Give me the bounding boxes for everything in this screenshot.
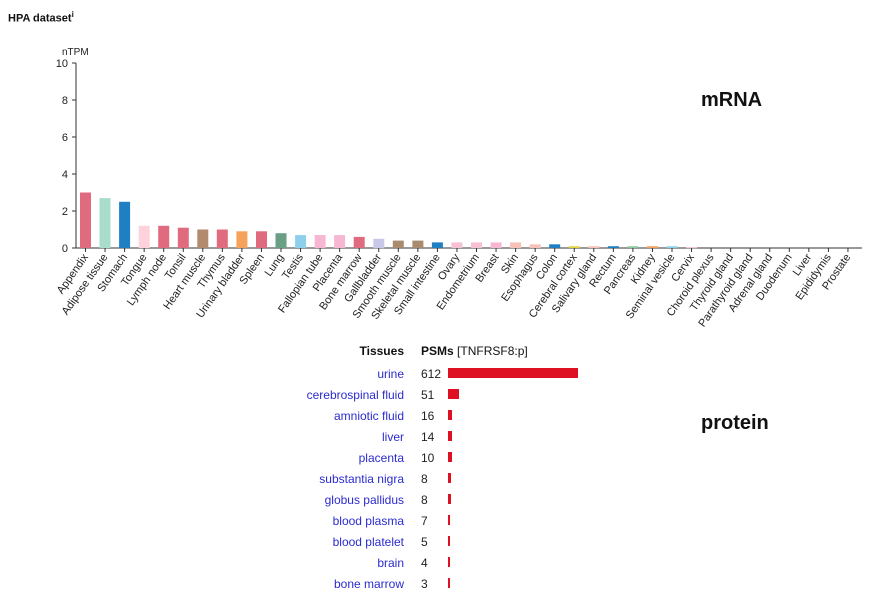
psm-bar	[448, 536, 450, 546]
psm-bar	[448, 410, 452, 420]
bar-adipose-tissue[interactable]	[99, 198, 111, 248]
protein-row: brain 4	[0, 553, 887, 574]
bar-tongue[interactable]	[138, 225, 150, 248]
dataset-title-text: HPA dataset	[8, 12, 72, 25]
protein-row: globus pallidus 8	[0, 490, 887, 511]
y-axis: 0 2 4 6 8 10	[56, 58, 862, 255]
psms-column-header: PSMs [TNFRSF8:p]	[421, 344, 528, 358]
psm-value: 10	[421, 451, 435, 465]
y-tick-label: 2	[62, 206, 68, 218]
bar-tonsil[interactable]	[177, 227, 189, 248]
psm-value: 8	[421, 493, 428, 507]
tissue-link[interactable]: blood plasma	[332, 514, 404, 528]
protein-row: substantia nigra 8	[0, 469, 887, 490]
bar-pancreas[interactable]	[627, 246, 639, 248]
bar-gallbladder[interactable]	[373, 238, 385, 249]
bar-thymus[interactable]	[216, 229, 228, 249]
mrna-label: mRNA	[701, 89, 763, 111]
bar-spleen[interactable]	[256, 231, 267, 248]
y-tick-label: 4	[62, 169, 68, 181]
psm-value: 612	[421, 367, 442, 381]
dataset-title: HPA dataseti	[8, 10, 74, 25]
y-tick-label: 8	[62, 95, 68, 107]
protein-row: urine 612	[0, 364, 887, 385]
psm-bar	[448, 431, 452, 441]
psm-bar	[448, 557, 450, 567]
psm-bar	[448, 578, 450, 588]
bar-testis[interactable]	[295, 235, 307, 248]
psms-header-text: PSMs	[421, 344, 454, 358]
protein-row: liver 14	[0, 427, 887, 448]
psm-bar	[448, 452, 452, 462]
psm-value: 5	[421, 535, 428, 549]
info-icon[interactable]: i	[71, 10, 74, 19]
protein-row: blood platelet 5	[0, 532, 887, 553]
tissue-link[interactable]: cerebrospinal fluid	[306, 388, 404, 402]
bar-smooth-muscle[interactable]	[392, 240, 404, 248]
tissue-link[interactable]: urine	[377, 367, 404, 381]
bar-appendix[interactable]	[80, 192, 91, 249]
tissue-link[interactable]: substantia nigra	[319, 472, 404, 486]
bar-endometrium[interactable]	[471, 242, 482, 248]
psm-bar	[448, 515, 450, 525]
tissue-link[interactable]: placenta	[358, 451, 404, 465]
protein-row: blood plasma 7	[0, 511, 887, 532]
protein-row: amniotic fluid 16	[0, 406, 887, 427]
protein-row: placenta 10	[0, 448, 887, 469]
bars-group	[80, 192, 698, 249]
psm-value: 4	[421, 556, 428, 570]
bar-heart-muscle[interactable]	[197, 229, 209, 249]
protein-row: cerebrospinal fluid 51	[0, 385, 887, 406]
psm-value: 51	[421, 388, 435, 402]
bar-skeletal-muscle[interactable]	[412, 240, 424, 248]
bar-placenta[interactable]	[334, 235, 346, 248]
psm-value: 3	[421, 577, 428, 591]
bar-stomach[interactable]	[119, 201, 131, 249]
bar-ovary[interactable]	[451, 242, 463, 248]
tissue-link[interactable]: brain	[377, 556, 404, 570]
psm-bar	[448, 473, 451, 483]
protein-label: protein	[701, 412, 769, 434]
y-tick-label: 10	[56, 58, 68, 70]
protein-row: bone marrow 3	[0, 574, 887, 595]
bar-colon[interactable]	[549, 244, 561, 248]
tissue-link[interactable]: blood platelet	[332, 535, 404, 549]
y-tick-label: 6	[62, 132, 68, 144]
psm-value: 14	[421, 430, 435, 444]
tissue-link[interactable]: liver	[381, 430, 404, 444]
psms-header-gene: [TNFRSF8:p]	[457, 344, 528, 358]
psm-value: 16	[421, 409, 435, 423]
bar-lung[interactable]	[275, 233, 287, 248]
tissues-column-header: Tissues	[359, 344, 404, 358]
bar-kidney[interactable]	[647, 246, 658, 248]
bar-cervix[interactable]	[686, 247, 698, 249]
bar-bone-marrow[interactable]	[353, 236, 365, 248]
bar-skin[interactable]	[510, 242, 522, 248]
tissue-link[interactable]: bone marrow	[333, 577, 404, 591]
psm-bar	[448, 494, 451, 504]
bar-cerebral-cortex[interactable]	[568, 246, 580, 248]
tissue-link[interactable]: globus pallidus	[324, 493, 404, 507]
bar-lymph-node[interactable]	[158, 225, 170, 248]
bar-urinary-bladder[interactable]	[236, 231, 248, 248]
y-axis-label: nTPM	[62, 47, 89, 58]
bar-rectum[interactable]	[607, 246, 619, 248]
bar-fallopian-tube[interactable]	[314, 235, 326, 248]
tissue-link[interactable]: amniotic fluid	[333, 409, 404, 423]
psm-value: 8	[421, 472, 428, 486]
bar-breast[interactable]	[490, 242, 502, 248]
psm-bar	[448, 368, 578, 378]
bar-seminal-vesicle[interactable]	[666, 246, 678, 248]
psm-bar	[448, 389, 459, 399]
y-tick-label: 0	[62, 243, 68, 255]
bar-salivary-gland[interactable]	[588, 246, 600, 248]
bar-small-intestine[interactable]	[431, 242, 443, 248]
psm-value: 7	[421, 514, 428, 528]
bar-esophagus[interactable]	[529, 244, 541, 248]
